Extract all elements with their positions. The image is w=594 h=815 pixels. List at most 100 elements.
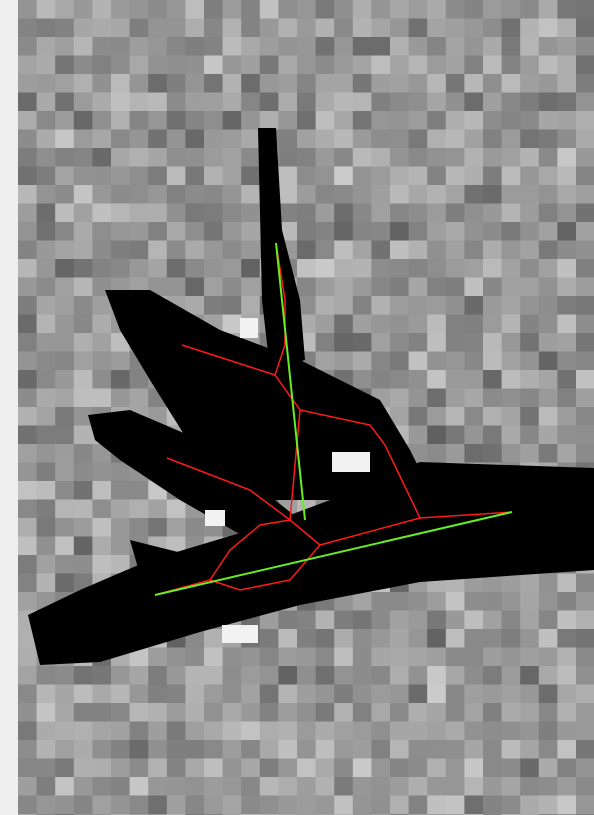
noise-cell (539, 611, 558, 630)
noise-cell (278, 611, 297, 630)
noise-cell (334, 333, 353, 352)
noise-cell (446, 759, 465, 778)
noise-cell (278, 722, 297, 741)
noise-cell (55, 352, 74, 371)
noise-cell (37, 537, 56, 556)
noise-cell (74, 0, 93, 19)
noise-cell (55, 241, 74, 260)
noise-cell (241, 685, 260, 704)
noise-cell (390, 315, 409, 334)
noise-cell (502, 296, 521, 315)
noise-cell (111, 389, 130, 408)
noise-cell (409, 759, 428, 778)
noise-cell (446, 592, 465, 611)
noise-cell (483, 74, 502, 93)
noise-cell (502, 703, 521, 722)
noise-cell (37, 407, 56, 426)
noise-cell (37, 518, 56, 537)
noise-cell (427, 611, 446, 630)
noise-cell (483, 370, 502, 389)
noise-cell (130, 796, 149, 815)
noise-cell (74, 222, 93, 241)
noise-cell (520, 148, 539, 167)
noise-cell (92, 0, 111, 19)
noise-cell (111, 56, 130, 75)
noise-cell (371, 222, 390, 241)
noise-cell (185, 0, 204, 19)
noise-cell (18, 148, 37, 167)
noise-cell (316, 241, 335, 260)
noise-cell (520, 56, 539, 75)
noise-cell (297, 777, 316, 796)
noise-cell (557, 574, 576, 593)
noise-cell (446, 222, 465, 241)
noise-cell (464, 167, 483, 186)
noise-cell (185, 74, 204, 93)
noise-cell (464, 796, 483, 815)
noise-cell (409, 796, 428, 815)
noise-cell (576, 315, 594, 334)
noise-cell (353, 167, 372, 186)
noise-cell (316, 685, 335, 704)
noise-cell (390, 241, 409, 260)
noise-cell (167, 74, 186, 93)
noise-cell (502, 204, 521, 223)
noise-cell (241, 111, 260, 130)
noise-cell (111, 352, 130, 371)
noise-cell (316, 333, 335, 352)
noise-cell (130, 56, 149, 75)
noise-cell (334, 111, 353, 130)
noise-cell (260, 111, 279, 130)
noise-cell (557, 389, 576, 408)
noise-cell (502, 278, 521, 297)
noise-cell (185, 703, 204, 722)
noise-cell (74, 93, 93, 112)
noise-cell (18, 296, 37, 315)
noise-cell (167, 796, 186, 815)
noise-cell (241, 777, 260, 796)
noise-cell (167, 167, 186, 186)
noise-cell (446, 389, 465, 408)
noise-cell (204, 93, 223, 112)
spot (240, 318, 258, 338)
noise-cell (539, 685, 558, 704)
noise-cell (371, 0, 390, 19)
noise-cell (241, 648, 260, 667)
noise-cell (502, 111, 521, 130)
noise-cell (576, 148, 594, 167)
noise-cell (148, 0, 167, 19)
noise-cell (557, 777, 576, 796)
noise-cell (446, 259, 465, 278)
noise-cell (371, 759, 390, 778)
noise-cell (520, 796, 539, 815)
noise-cell (390, 167, 409, 186)
noise-cell (130, 241, 149, 260)
noise-cell (55, 796, 74, 815)
noise-cell (464, 278, 483, 297)
noise-cell (427, 93, 446, 112)
noise-cell (334, 56, 353, 75)
noise-cell (241, 241, 260, 260)
noise-cell (55, 703, 74, 722)
noise-cell (539, 93, 558, 112)
noise-cell (223, 759, 242, 778)
noise-cell (278, 777, 297, 796)
noise-cell (37, 111, 56, 130)
noise-cell (260, 648, 279, 667)
noise-cell (427, 352, 446, 371)
noise-cell (130, 93, 149, 112)
noise-cell (464, 74, 483, 93)
noise-cell (92, 19, 111, 38)
noise-cell (576, 204, 594, 223)
noise-cell (557, 685, 576, 704)
noise-cell (353, 259, 372, 278)
noise-cell (334, 648, 353, 667)
noise-cell (539, 648, 558, 667)
noise-cell (539, 629, 558, 648)
noise-cell (483, 204, 502, 223)
noise-cell (446, 167, 465, 186)
noise-cell (55, 463, 74, 482)
noise-cell (427, 130, 446, 149)
noise-cell (241, 167, 260, 186)
noise-cell (223, 722, 242, 741)
